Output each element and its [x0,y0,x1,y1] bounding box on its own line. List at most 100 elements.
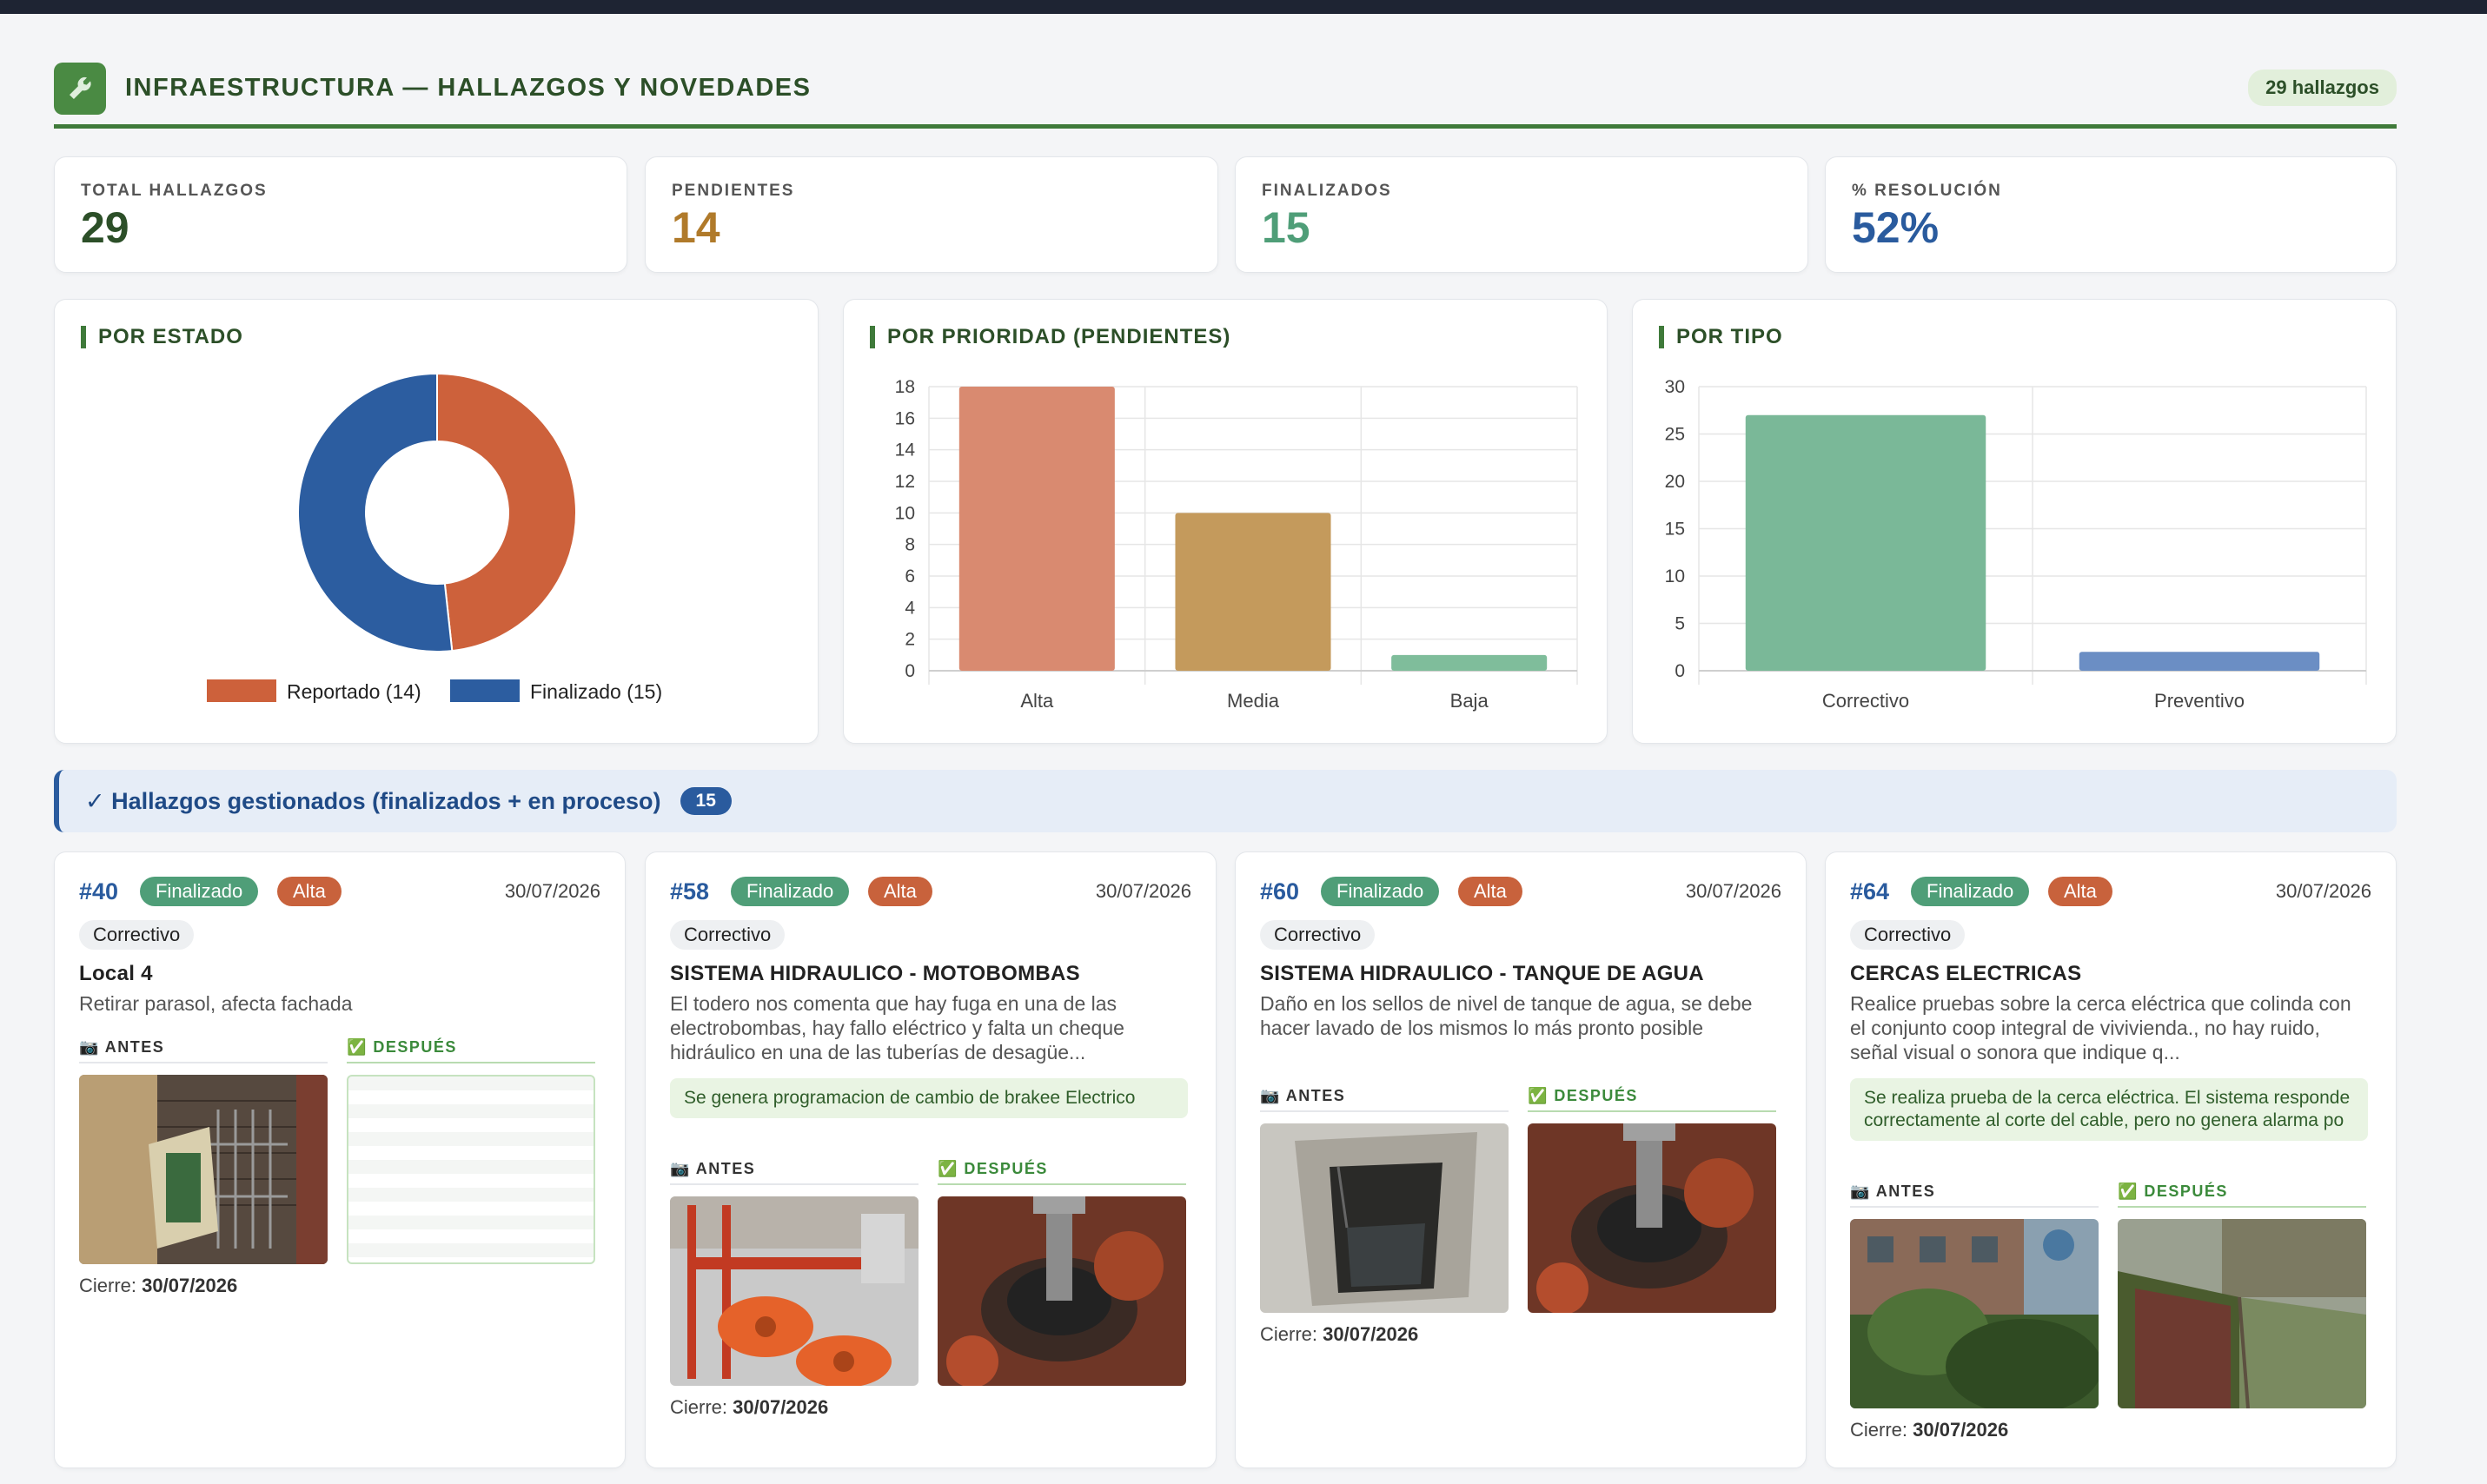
finding-title: CERCAS ELECTRICAS [1850,962,2082,985]
kpi-card-pendientes: PENDIENTES 14 [645,156,1218,273]
finding-card[interactable]: #40 Finalizado Alta 30/07/2026 Correctiv… [54,851,626,1468]
y-tick-label: 8 [905,535,915,555]
finding-date: 30/07/2026 [1685,880,1781,902]
priority-badge: Alta [277,877,342,906]
x-tick-label: Preventivo [2154,690,2245,712]
y-tick-label: 10 [1665,566,1685,586]
finding-date: 30/07/2026 [2275,880,2371,902]
kpi-label: FINALIZADOS [1262,182,1392,200]
kpi-value: 52% [1852,203,1940,252]
chart-card-prioridad: POR PRIORIDAD (PENDIENTES) 0 2 4 6 8 10 12 14 16… [843,299,1608,744]
after-label: ✅ DESPUÉS [2118,1183,2366,1208]
chart-card-tipo: POR TIPO 0 5 10 15 20 25 30 Correctivo Preventiv… [1632,299,2397,744]
y-tick-label: 12 [895,472,915,492]
after-photo[interactable] [1528,1123,1776,1313]
status-badge: Finalizado [1911,877,2030,906]
priority-badge: Alta [2048,877,2112,906]
priority-badge: Alta [868,877,932,906]
finding-description: Realice pruebas sobre la cerca eléctrica… [1850,992,2351,1063]
after-photo-placeholder [347,1075,595,1264]
legend-label: Reportado (14) [287,680,421,703]
page-title: INFRAESTRUCTURA — HALLAZGOS Y NOVEDADES [125,74,812,102]
y-tick-label: 5 [1675,614,1685,634]
legend-label: Finalizado (15) [530,680,662,703]
finding-number: #58 [670,878,710,904]
bar [1391,654,1548,671]
before-photo[interactable] [79,1075,328,1264]
x-tick-label: Alta [1020,690,1054,712]
y-tick-label: 2 [905,630,915,650]
after-photo[interactable] [938,1196,1186,1386]
chart-title: POR ESTADO [81,326,243,348]
before-label: 📷 ANTES [1850,1183,2099,1208]
after-photo[interactable] [2118,1219,2366,1408]
before-photo[interactable] [1260,1123,1509,1313]
donut-slice [436,372,577,653]
managed-findings-banner[interactable]: ✓ Hallazgos gestionados (finalizados + e… [54,770,2397,832]
before-photo[interactable] [1850,1219,2099,1408]
top-bar [0,0,2487,14]
finding-card[interactable]: #60 Finalizado Alta 30/07/2026 Correctiv… [1235,851,1807,1468]
type-badge: Correctivo [79,920,195,950]
finding-card[interactable]: #64 Finalizado Alta 30/07/2026 Correctiv… [1825,851,2397,1468]
bar-chart-tipo: 0 5 10 15 20 25 30 Correctivo Preventivo [1665,377,2367,712]
wrench-icon [54,62,106,115]
x-tick-label: Media [1227,690,1280,712]
status-badge: Finalizado [140,877,259,906]
banner-title: ✓ Hallazgos gestionados (finalizados + e… [85,787,661,814]
y-tick-label: 14 [895,441,916,460]
y-tick-label: 15 [1665,520,1685,540]
after-label: ✅ DESPUÉS [938,1160,1186,1185]
finding-date: 30/07/2026 [1095,880,1191,902]
y-tick-label: 10 [895,503,915,523]
finding-title: SISTEMA HIDRAULICO - TANQUE DE AGUA [1260,962,1704,985]
close-date: Cierre: 30/07/2026 [1260,1323,1419,1345]
page-header: INFRAESTRUCTURA — HALLAZGOS Y NOVEDADES … [54,61,2397,129]
resolution-note: Se realiza prueba de la cerca eléctrica.… [1850,1078,2368,1141]
finding-number: #60 [1260,878,1300,904]
finding-number: #40 [79,878,119,904]
type-badge: Correctivo [1850,920,1966,950]
before-photo[interactable] [670,1196,919,1386]
kpi-card-finalizados: FINALIZADOS 15 [1235,156,1808,273]
finding-card[interactable]: #58 Finalizado Alta 30/07/2026 Correctiv… [645,851,1217,1468]
status-badge: Finalizado [731,877,850,906]
finding-description: Retirar parasol, afecta fachada [79,992,353,1015]
donut-chart-estado: Reportado (14) Finalizado (15) [207,372,662,703]
kpi-label: TOTAL HALLAZGOS [81,182,268,200]
bar [1745,414,1986,671]
finding-description: Daño en los sellos de nivel de tanque de… [1260,992,1753,1039]
chart-card-estado: POR ESTADO Reportado (14) Finalizado (15) [54,299,819,744]
y-tick-label: 16 [895,408,915,428]
bar [1175,513,1331,671]
before-label: 📷 ANTES [79,1038,328,1063]
bar [2079,652,2320,671]
x-tick-label: Baja [1450,690,1489,712]
findings-count-badge: 29 hallazgos [2248,69,2397,106]
x-tick-label: Correctivo [1822,690,1909,712]
after-label: ✅ DESPUÉS [347,1038,595,1063]
y-tick-label: 25 [1665,425,1685,445]
resolution-note: Se genera programacion de cambio de brak… [670,1078,1188,1118]
before-label: 📷 ANTES [670,1160,919,1185]
finding-title: SISTEMA HIDRAULICO - MOTOBOMBAS [670,962,1080,985]
y-tick-label: 30 [1665,377,1685,397]
bar-chart-prioridad: 0 2 4 6 8 10 12 14 16 18 Alta Media Baja [895,377,1578,712]
finding-title: Local 4 [79,962,153,985]
kpi-label: % RESOLUCIÓN [1852,182,2002,200]
y-tick-label: 0 [905,661,915,681]
before-label: 📷 ANTES [1260,1087,1509,1112]
finding-description: El todero nos comenta que hay fuga en un… [670,992,1124,1063]
kpi-value: 14 [672,203,720,252]
kpi-card-total: TOTAL HALLAZGOS 29 [54,156,627,273]
after-label: ✅ DESPUÉS [1528,1087,1776,1112]
legend-swatch [450,679,520,702]
donut-slice [297,372,454,653]
type-badge: Correctivo [670,920,786,950]
close-date: Cierre: 30/07/2026 [670,1396,829,1418]
y-tick-label: 18 [895,377,915,397]
y-tick-label: 0 [1675,661,1685,681]
finding-date: 30/07/2026 [504,880,600,902]
banner-count-badge: 15 [680,787,732,815]
kpi-value: 29 [81,203,129,252]
